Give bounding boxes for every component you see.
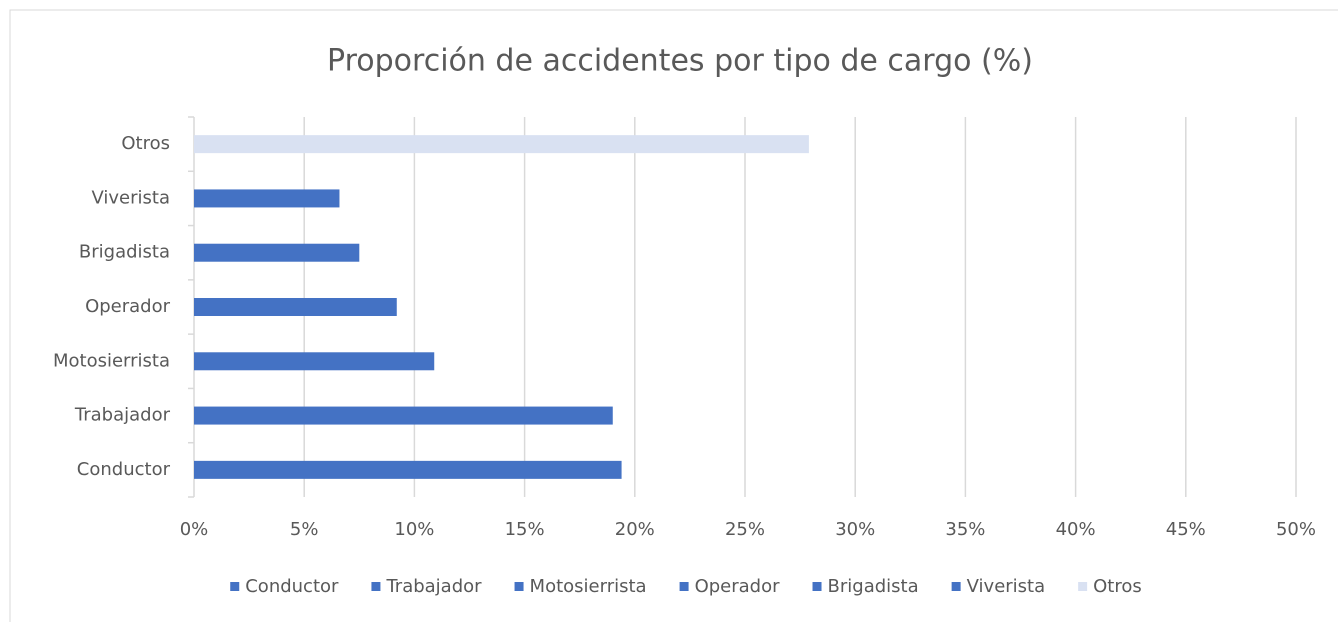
bar (194, 243, 360, 262)
legend-label: Brigadista (828, 576, 919, 597)
legend-swatch (371, 582, 381, 591)
legend-label: Viverista (967, 576, 1046, 597)
legend-label: Trabajador (385, 576, 482, 597)
x-tick-label: 45% (1166, 519, 1206, 540)
x-tick-label: 20% (615, 519, 655, 540)
legend-label: Otros (1093, 576, 1142, 597)
legend-swatch (230, 582, 240, 591)
y-tick-label: Viverista (91, 187, 170, 208)
legend-label: Operador (695, 576, 781, 597)
x-tick-label: 10% (394, 519, 434, 540)
x-tick-label: 0% (180, 519, 209, 540)
legend-swatch (951, 582, 961, 591)
bar (194, 135, 809, 154)
y-tick-label: Motosierrista (53, 350, 170, 371)
bar (194, 460, 622, 479)
x-tick-label: 15% (505, 519, 545, 540)
x-tick-label: 35% (945, 519, 985, 540)
x-tick-label: 50% (1276, 519, 1316, 540)
x-tick-label: 5% (290, 519, 319, 540)
y-tick-label: Otros (121, 133, 170, 154)
legend-swatch (514, 582, 524, 591)
legend-swatch (679, 582, 689, 591)
x-tick-label: 30% (835, 519, 875, 540)
y-tick-label: Brigadista (79, 242, 170, 263)
y-tick-label: Trabajador (74, 405, 171, 426)
y-tick-label: Operador (85, 296, 171, 317)
x-tick-label: 25% (725, 519, 765, 540)
bar (194, 352, 435, 371)
legend-label: Motosierrista (530, 576, 647, 597)
bar (194, 189, 340, 208)
y-tick-label: Conductor (77, 459, 171, 480)
legend-label: Conductor (245, 576, 339, 597)
x-tick-label: 40% (1056, 519, 1096, 540)
legend-swatch (812, 582, 822, 591)
legend-swatch (1078, 582, 1088, 591)
bar (194, 406, 613, 425)
bar (194, 298, 397, 316)
chart-title: Proporción de accidentes por tipo de car… (327, 44, 1033, 79)
